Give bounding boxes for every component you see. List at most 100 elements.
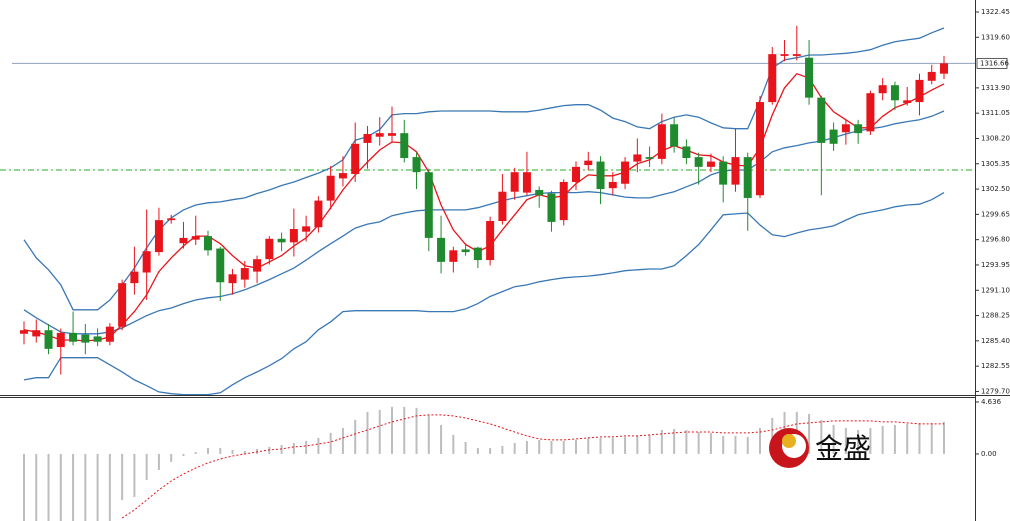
- y-tick-label: 1308.20: [981, 134, 1010, 142]
- candle-body: [142, 251, 151, 273]
- y-tick-label: 1282.55: [981, 362, 1010, 370]
- plot-area: [23, 406, 945, 521]
- candle-body: [105, 326, 114, 342]
- candle-body: [940, 63, 948, 74]
- candle-body: [486, 221, 495, 261]
- candle-body: [351, 143, 360, 174]
- candle-body: [547, 193, 556, 222]
- candle-body: [363, 134, 372, 143]
- y-tick-label: 1311.05: [981, 109, 1010, 117]
- candle-body: [621, 161, 630, 184]
- indicator-line: [23, 27, 945, 311]
- watermark: 金盛: [815, 432, 871, 465]
- candle-body: [608, 181, 617, 189]
- y-tick-label: 1296.80: [981, 236, 1010, 244]
- y-tick-label: 1313.90: [981, 84, 1010, 92]
- candle-body: [314, 200, 323, 228]
- candle-body: [424, 172, 433, 238]
- y-tick-label: 1279.70: [981, 387, 1010, 395]
- candle-body: [792, 54, 801, 56]
- candle-body: [817, 97, 826, 143]
- y-tick-label: 1305.35: [981, 160, 1010, 168]
- candle-body: [927, 71, 936, 81]
- y-tick-label: 1285.40: [981, 337, 1010, 345]
- candle-body: [154, 220, 163, 253]
- candle-body: [535, 189, 544, 196]
- candle-body: [375, 133, 384, 137]
- y-tick-label: 0.00: [981, 450, 997, 458]
- candle-body: [584, 160, 593, 166]
- indicator-line: [23, 110, 945, 335]
- last-price-label: 1316.66: [980, 59, 1009, 67]
- candle-body: [743, 157, 752, 198]
- candle-body: [461, 249, 470, 253]
- candle-body: [731, 157, 740, 185]
- candle-body: [854, 124, 863, 134]
- candle-body: [388, 133, 396, 136]
- plot-area: [0, 25, 975, 395]
- candle-body: [118, 283, 127, 327]
- candle-body: [780, 54, 789, 56]
- candle-body: [866, 93, 875, 132]
- candle-body: [400, 133, 409, 158]
- candle-body: [768, 54, 777, 103]
- candle-body: [228, 274, 237, 284]
- indicator-line: [23, 72, 945, 342]
- y-tick-label: 1322.45: [981, 8, 1010, 16]
- candle-body: [216, 248, 225, 283]
- last-price-box: [976, 57, 1008, 69]
- candle-body: [167, 218, 176, 221]
- candle-body: [878, 85, 887, 94]
- y-tick-label: 4.636: [981, 398, 1002, 406]
- candle-body: [706, 161, 715, 167]
- candle-body: [633, 154, 642, 162]
- candle-body: [719, 161, 728, 185]
- y-tick-label: 1291.10: [981, 286, 1010, 294]
- candle-body: [670, 124, 679, 147]
- candle-body: [915, 79, 924, 103]
- candle-body: [841, 124, 850, 133]
- candle-body: [498, 191, 507, 222]
- logo: 金盛: [769, 428, 871, 468]
- candle-body: [449, 250, 458, 262]
- candle-body: [412, 157, 421, 173]
- candle-body: [657, 124, 666, 159]
- candle-body: [437, 237, 446, 262]
- candle-body: [645, 157, 654, 159]
- candle-body: [179, 237, 188, 244]
- candle-body: [130, 271, 139, 284]
- y-tick-label: 1288.25: [981, 312, 1010, 320]
- candle-body: [682, 146, 691, 158]
- candle-body: [522, 172, 531, 193]
- candle-body: [69, 332, 78, 342]
- candle-body: [890, 85, 899, 101]
- candle-body: [32, 330, 41, 337]
- candle-body: [277, 238, 286, 243]
- candle-body: [81, 334, 90, 343]
- candle-body: [473, 247, 482, 261]
- candle-body: [756, 102, 764, 196]
- candle-body: [93, 336, 102, 342]
- y-tick-label: 1302.50: [981, 185, 1010, 193]
- candle-body: [829, 129, 838, 144]
- candle-body: [56, 332, 65, 348]
- candle-body: [191, 236, 200, 240]
- candle-body: [265, 238, 274, 260]
- candle-body: [805, 57, 814, 98]
- candle-body: [694, 157, 703, 167]
- candle-body: [326, 175, 335, 201]
- y-tick-label: 1293.95: [981, 261, 1010, 269]
- candle-body: [20, 330, 28, 334]
- candle-body: [572, 166, 580, 182]
- indicator-line: [23, 192, 945, 395]
- candle-body: [253, 259, 262, 272]
- candle-body: [240, 268, 249, 280]
- candle-body: [559, 181, 568, 221]
- candle-body: [596, 161, 605, 190]
- candle-body: [903, 100, 912, 103]
- candle-body: [302, 226, 311, 232]
- candle-body: [510, 172, 519, 192]
- candle-body: [338, 173, 347, 179]
